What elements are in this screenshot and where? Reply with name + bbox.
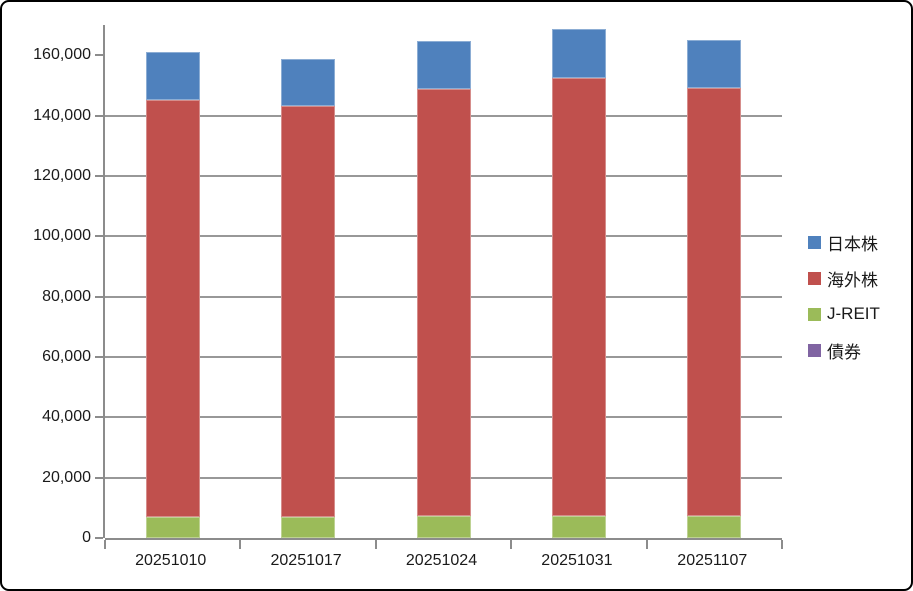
legend-item-日本株: 日本株: [808, 230, 880, 254]
x-axis-category-label: 20251017: [270, 552, 342, 569]
y-axis-tick-label: 100,000: [33, 227, 91, 245]
y-axis-tick-label: 60,000: [42, 347, 91, 365]
y-axis-tick: [95, 295, 103, 298]
bar-segment-日本株-20251010: [145, 52, 200, 100]
legend: 日本株海外株 J-REIT 債券: [808, 230, 880, 374]
bar-segment-日本株-20251024: [416, 41, 471, 90]
y-axis-tick: [95, 537, 103, 539]
legend-item-債券: 債券: [808, 338, 880, 362]
y-axis-tick: [95, 54, 103, 57]
bar-segment-海外株-20251017: [281, 105, 336, 517]
bar-segment-日本株-20251031: [551, 28, 606, 79]
legend-item-J-REIT: J-REIT: [808, 302, 880, 326]
y-axis-tick-label: 0: [82, 529, 91, 546]
x-axis-category-label: 20251031: [541, 552, 613, 569]
plot-area: [95, 25, 783, 549]
bar-segment-日本株-20251107: [687, 39, 742, 89]
y-axis-tick: [95, 476, 103, 479]
x-axis-tick: [374, 540, 377, 549]
legend-label: 債券: [827, 342, 861, 362]
legend-swatch-債券: [808, 343, 821, 357]
x-axis-tick: [781, 540, 783, 549]
bar-segment-J-REIT-20251017: [281, 516, 336, 538]
y-axis-tick: [95, 235, 103, 238]
bar-segment-日本株-20251017: [281, 59, 336, 106]
x-axis-tick: [645, 540, 648, 549]
x-axis-category-label: 20251010: [135, 552, 207, 569]
legend-label: 日本株: [827, 234, 878, 254]
bar-segment-海外株-20251107: [687, 88, 742, 516]
y-axis-tick-label: 140,000: [33, 106, 91, 124]
y-axis-tick: [95, 174, 103, 177]
legend-label: 海外株: [827, 270, 878, 290]
x-axis-tick: [239, 540, 242, 549]
legend-item-海外株: 海外株: [808, 266, 880, 290]
x-axis-tick: [104, 540, 106, 549]
y-axis-tick-label: 120,000: [33, 166, 91, 184]
y-axis-tick-label: 80,000: [42, 287, 91, 305]
x-axis-category-label: 20251107: [677, 552, 748, 569]
y-axis-tick-label: 20,000: [42, 468, 91, 486]
bar-segment-海外株-20251031: [551, 78, 606, 516]
x-axis-line: [105, 538, 782, 540]
legend-swatch-海外株: [808, 271, 821, 285]
legend-swatch-日本株: [808, 235, 821, 249]
y-axis-tick: [95, 114, 103, 117]
y-axis-tick-label: 40,000: [42, 408, 91, 426]
bar-segment-J-REIT-20251024: [416, 515, 471, 538]
legend-label: J-REIT: [827, 304, 880, 323]
y-axis-labels: 0 20,000 40,000 60,000 80,000 100,000 120,000 1…: [2, 25, 91, 546]
y-axis-tick-label: 160,000: [33, 46, 91, 64]
x-axis-tick: [510, 540, 513, 549]
bar-segment-海外株-20251024: [416, 89, 471, 516]
bar-segment-J-REIT-20251107: [687, 515, 742, 538]
bar-segment-J-REIT-20251031: [551, 515, 606, 538]
x-axis-labels: 20251010 20251017 20251024 20251031 20251107: [103, 552, 780, 576]
bar-segment-海外株-20251010: [145, 99, 200, 517]
x-axis-category-label: 20251024: [405, 552, 478, 569]
y-axis-tick: [95, 416, 103, 419]
y-axis-tick: [95, 355, 103, 358]
bar-segment-J-REIT-20251010: [145, 516, 200, 538]
legend-swatch-J-REIT: [808, 307, 821, 321]
